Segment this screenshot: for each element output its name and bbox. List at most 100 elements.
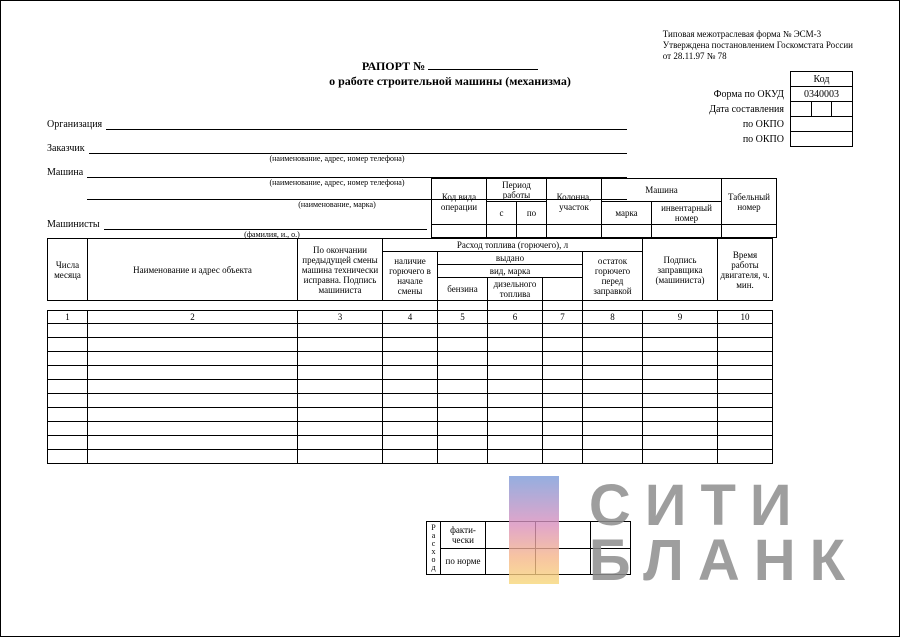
table-cell [643,394,718,408]
table-cell [438,422,488,436]
table-row [48,436,773,450]
mid-mark: марка [602,202,652,225]
org-line [106,119,627,130]
table-cell [488,450,543,464]
h-diz: дизельного топлива [488,278,543,301]
rashod-norm-benz [486,548,536,575]
h-7 [543,278,583,301]
table-row [48,422,773,436]
table-cell [383,324,438,338]
table-cell [543,338,583,352]
table-cell [383,366,438,380]
mid-col: Колонна, участок [547,179,602,225]
date-m [811,102,832,117]
table-cell [718,422,773,436]
form-page: Типовая межотраслевая форма № ЭСМ-3 Утве… [0,0,900,637]
table-row [48,394,773,408]
table-cell [583,380,643,394]
h-benz: бензина [438,278,488,301]
mid-po: по [517,202,547,225]
n6: 6 [488,311,543,324]
n7: 7 [543,311,583,324]
table-cell [718,380,773,394]
customer-sub: (наименование, адрес, номер телефона) [47,154,627,163]
rashod-fact-diz [536,522,591,549]
table-cell [718,338,773,352]
machine-label: Машина [47,167,87,178]
table-cell [488,324,543,338]
num-row: 1 2 3 4 5 6 7 8 9 10 [48,311,773,324]
table-cell [298,422,383,436]
date-y [832,102,853,117]
date-d [791,102,812,117]
h-issued: выдано [438,252,583,265]
n4: 4 [383,311,438,324]
machinists-line [104,219,427,230]
h-avail: наличие горючего в начале смены [383,252,438,301]
table-cell [88,436,298,450]
n1: 1 [48,311,88,324]
table-cell [383,352,438,366]
table-cell [88,380,298,394]
table-cell [543,394,583,408]
table-cell [48,422,88,436]
table-cell [488,436,543,450]
table-cell [48,408,88,422]
mid-op: Код вида операции [432,179,487,225]
mid-s: с [487,202,517,225]
table-cell [48,394,88,408]
h-sign: Подпись заправщика (машиниста) [643,239,718,301]
table-cell [583,436,643,450]
machine-line [87,167,627,178]
table-row [48,380,773,394]
table-cell [438,394,488,408]
table-cell [438,450,488,464]
table-cell [48,450,88,464]
code-box: Код Форма по ОКУД 0340003 Дата составлен… [705,71,853,147]
table-cell [438,338,488,352]
mid-cell [722,225,777,238]
table-cell [48,366,88,380]
table-row [48,366,773,380]
table-cell [543,352,583,366]
table-cell [438,408,488,422]
rashod-table: Расход факти-чески по норме [426,521,631,575]
table-cell [438,352,488,366]
main-table: Числа месяца Наименование и адрес объект… [47,238,773,464]
n9: 9 [643,311,718,324]
table-cell [488,380,543,394]
machinists-label: Машинисты [47,219,104,230]
table-cell [488,408,543,422]
table-cell [543,422,583,436]
machinists-row: Машинисты [47,219,427,230]
h-sub-diz [488,301,543,311]
raport-label: РАПОРТ № [362,59,425,74]
table-cell [543,380,583,394]
okud-label: Форма по ОКУД [705,87,790,102]
table-cell [383,394,438,408]
date-label: Дата составления [705,102,790,117]
table-cell [383,422,438,436]
table-cell [298,324,383,338]
table-cell [438,324,488,338]
table-row [48,450,773,464]
table-cell [88,338,298,352]
table-cell [543,324,583,338]
h-sub-benz [438,301,488,311]
table-row [48,408,773,422]
rashod-fact-3 [591,522,631,549]
table-cell [488,352,543,366]
n8: 8 [583,311,643,324]
table-cell [643,338,718,352]
org-label: Организация [47,119,106,130]
table-cell [88,394,298,408]
table-row [48,338,773,352]
meta-line1: Типовая межотраслевая форма № ЭСМ-3 [663,29,853,40]
rashod-fact: факти-чески [441,522,486,549]
rashod-norm-3 [591,548,631,575]
table-cell [438,436,488,450]
table-cell [298,436,383,450]
table-cell [583,394,643,408]
rashod-norm: по норме [441,548,486,575]
meta-line3: от 28.11.97 № 78 [663,51,853,62]
